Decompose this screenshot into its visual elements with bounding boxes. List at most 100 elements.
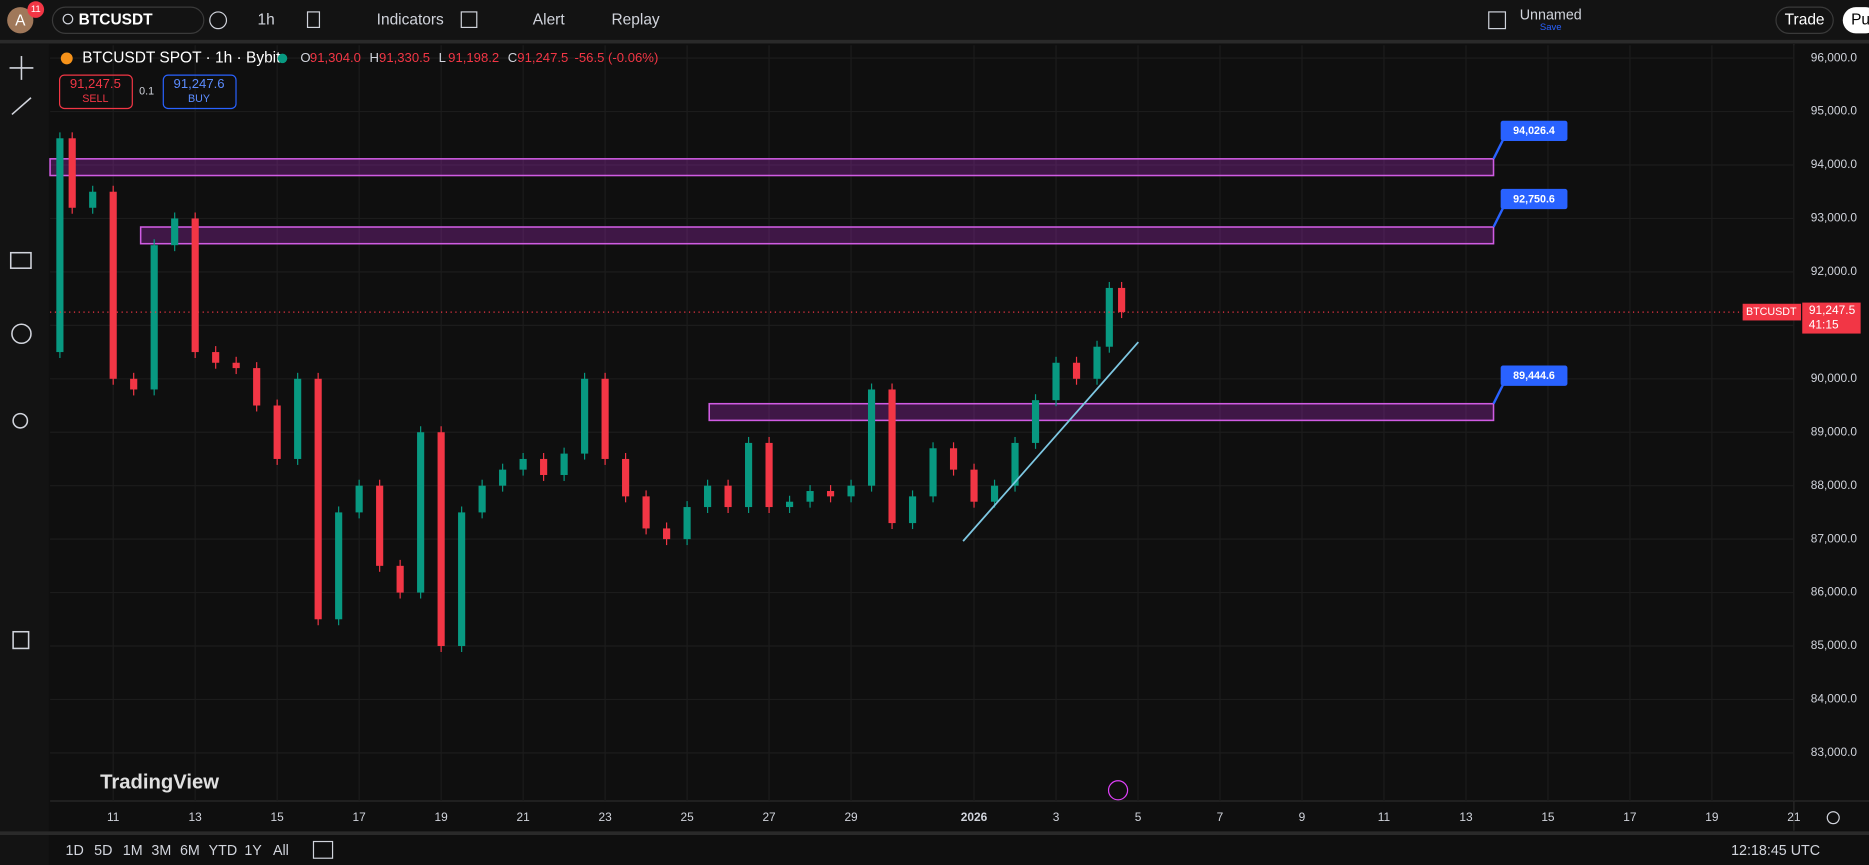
ohlc-key: H — [370, 50, 379, 65]
zone-connector — [1492, 384, 1505, 405]
left-toolbar — [0, 44, 49, 865]
zone-label: 89,444.6 — [1513, 370, 1555, 382]
chart-type-button[interactable] — [306, 11, 321, 29]
range-button[interactable]: 3M — [151, 843, 171, 859]
alert-button[interactable]: Alert — [533, 11, 566, 28]
candle — [929, 448, 937, 497]
range-button[interactable]: 1D — [66, 843, 84, 859]
ohlc-key: C — [508, 50, 517, 65]
zone — [49, 158, 1495, 177]
replay-button[interactable]: Replay — [611, 11, 659, 28]
candle — [663, 528, 671, 540]
layout-checkbox[interactable] — [1488, 11, 1507, 30]
candle — [683, 507, 691, 540]
candle — [376, 485, 384, 566]
publish-button[interactable] — [1842, 7, 1869, 34]
avatar[interactable] — [7, 7, 34, 34]
zoom-tool[interactable] — [12, 412, 29, 429]
x-tick-label: 5 — [1135, 810, 1142, 824]
candle — [273, 405, 281, 459]
sell-label: SELL — [82, 93, 108, 105]
avatar-letter: A — [15, 13, 26, 30]
y-tick-label: 88,000.0 — [1811, 478, 1858, 492]
top-bar — [0, 0, 1869, 41]
candle — [56, 138, 64, 353]
candle — [601, 378, 609, 459]
candle — [806, 491, 814, 502]
symbol-badge-label: BTCUSDT — [1746, 306, 1797, 318]
zone-connector — [1492, 207, 1505, 228]
candle — [1011, 442, 1019, 486]
candle — [1093, 346, 1101, 379]
candle — [150, 245, 158, 390]
candle — [294, 378, 302, 459]
coin-icon — [60, 52, 73, 65]
save-label[interactable]: Save — [1540, 22, 1562, 33]
candle — [642, 496, 650, 529]
emoji-tool[interactable] — [11, 323, 32, 345]
layout-name[interactable]: Unnamed — [1520, 7, 1582, 23]
x-tick-label: 27 — [762, 810, 776, 824]
x-tick-label: 21 — [1787, 810, 1801, 824]
zone-label: 94,026.4 — [1513, 125, 1555, 137]
ohlc-key: L — [439, 50, 446, 65]
candle — [560, 453, 568, 475]
range-button[interactable]: YTD — [209, 843, 238, 859]
interval[interactable]: 1h — [257, 11, 274, 28]
events-icon[interactable] — [1107, 780, 1129, 801]
x-tick-label: 13 — [1459, 810, 1473, 824]
indicators-button[interactable]: Indicators — [377, 11, 444, 28]
candle — [724, 485, 732, 508]
x-tick-label: 2026 — [961, 810, 988, 824]
range-button[interactable]: 6M — [180, 843, 200, 859]
plot: 94,026.4 92,750.6 89,444.6 — [49, 45, 1795, 801]
axis-settings[interactable] — [1826, 811, 1840, 825]
range-button[interactable]: All — [273, 843, 289, 859]
symbol-search[interactable] — [51, 6, 205, 34]
zone — [708, 402, 1495, 422]
range-button[interactable]: 5D — [94, 843, 112, 859]
price-badge-label: 91,247.5 — [1809, 303, 1856, 317]
y-tick-label: 90,000.0 — [1811, 371, 1858, 385]
candle — [622, 458, 630, 497]
y-tick-label: 95,000.0 — [1811, 104, 1858, 118]
candle — [1031, 400, 1040, 443]
candle — [130, 378, 138, 390]
trendline-tool[interactable] — [11, 97, 32, 116]
date-range-button[interactable] — [312, 840, 334, 859]
candle — [1105, 287, 1113, 347]
candle — [949, 448, 958, 470]
candle — [540, 458, 548, 475]
candle — [417, 432, 425, 593]
compare-button[interactable] — [209, 11, 228, 30]
shape-tool[interactable] — [9, 251, 32, 269]
change: -56.5 (-0.06%) — [575, 50, 659, 65]
ohlc-key: O — [300, 50, 310, 65]
candle — [253, 368, 261, 406]
zone-label-box — [1500, 365, 1568, 386]
trade-button[interactable] — [1775, 6, 1834, 34]
x-tick-label: 15 — [271, 810, 285, 824]
templates-button[interactable] — [460, 11, 478, 29]
range-button[interactable]: 1M — [123, 843, 143, 859]
market-status — [277, 53, 288, 64]
zone-label-box — [1500, 120, 1568, 141]
range-button[interactable]: 1Y — [244, 843, 262, 859]
candle — [212, 352, 220, 363]
candle — [191, 218, 199, 353]
y-tick-label: 94,000.0 — [1811, 157, 1858, 171]
symbol[interactable]: BTCUSDT — [79, 11, 154, 28]
y-tick-label: 93,000.0 — [1811, 211, 1858, 225]
candle — [519, 458, 527, 470]
x-tick-label: 17 — [353, 810, 367, 824]
x-tick-label: 15 — [1541, 810, 1555, 824]
delete-tool[interactable] — [12, 630, 30, 650]
ohlc-value: 91,247.5 — [517, 50, 568, 65]
candle — [335, 512, 343, 620]
x-tick-label: 13 — [189, 810, 203, 824]
y-tick-label: 89,000.0 — [1811, 424, 1858, 438]
candle — [478, 485, 486, 513]
sell-button[interactable] — [59, 74, 133, 110]
buy-button[interactable] — [162, 74, 237, 110]
